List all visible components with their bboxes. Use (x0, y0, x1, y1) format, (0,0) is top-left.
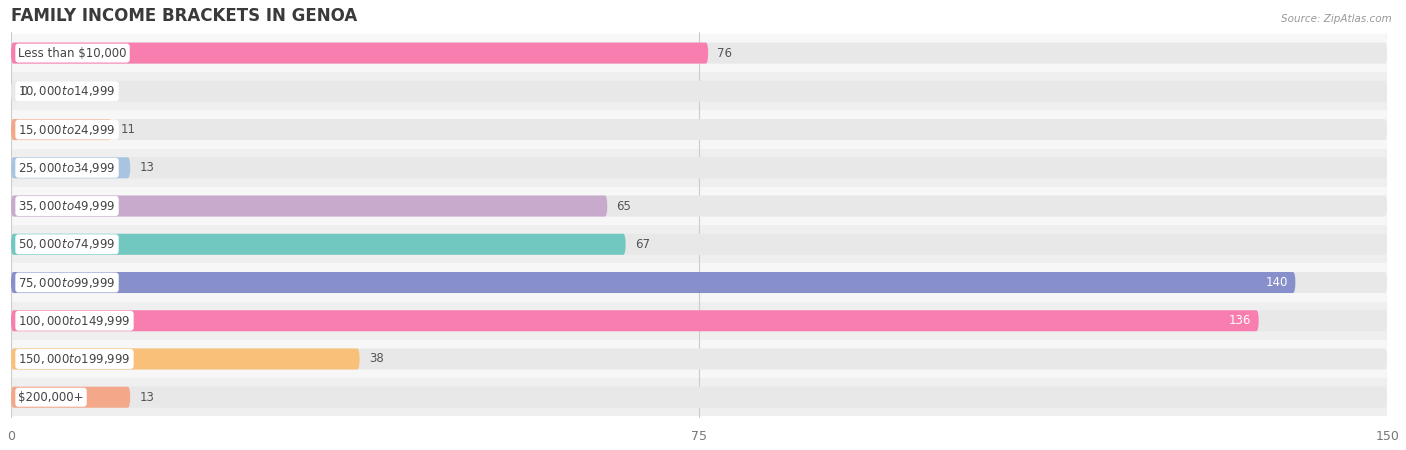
Text: 65: 65 (616, 199, 631, 212)
FancyBboxPatch shape (11, 263, 1388, 302)
Text: 76: 76 (717, 47, 733, 59)
FancyBboxPatch shape (11, 225, 1388, 263)
FancyBboxPatch shape (11, 158, 131, 178)
Text: $10,000 to $14,999: $10,000 to $14,999 (18, 84, 115, 98)
FancyBboxPatch shape (11, 187, 1388, 225)
FancyBboxPatch shape (11, 348, 1388, 369)
Text: 11: 11 (121, 123, 136, 136)
FancyBboxPatch shape (11, 43, 1388, 63)
FancyBboxPatch shape (11, 43, 709, 63)
FancyBboxPatch shape (11, 387, 1388, 408)
FancyBboxPatch shape (11, 272, 1295, 293)
FancyBboxPatch shape (11, 195, 1388, 216)
FancyBboxPatch shape (11, 195, 607, 216)
FancyBboxPatch shape (11, 302, 1388, 340)
FancyBboxPatch shape (11, 348, 360, 369)
FancyBboxPatch shape (11, 272, 1388, 293)
FancyBboxPatch shape (11, 158, 1388, 178)
Text: 38: 38 (368, 352, 384, 365)
FancyBboxPatch shape (11, 119, 1388, 140)
FancyBboxPatch shape (11, 81, 1388, 102)
Text: $200,000+: $200,000+ (18, 391, 84, 404)
Text: FAMILY INCOME BRACKETS IN GENOA: FAMILY INCOME BRACKETS IN GENOA (11, 7, 357, 25)
Text: Less than $10,000: Less than $10,000 (18, 47, 127, 59)
Text: $150,000 to $199,999: $150,000 to $199,999 (18, 352, 131, 366)
Text: $35,000 to $49,999: $35,000 to $49,999 (18, 199, 115, 213)
FancyBboxPatch shape (11, 234, 626, 255)
Text: 13: 13 (139, 161, 155, 174)
Text: 0: 0 (20, 85, 28, 98)
Text: Source: ZipAtlas.com: Source: ZipAtlas.com (1281, 14, 1392, 23)
Text: $25,000 to $34,999: $25,000 to $34,999 (18, 161, 115, 175)
Text: 136: 136 (1229, 314, 1251, 327)
FancyBboxPatch shape (11, 387, 131, 408)
FancyBboxPatch shape (11, 310, 1388, 331)
FancyBboxPatch shape (11, 119, 112, 140)
FancyBboxPatch shape (11, 72, 1388, 110)
Text: 13: 13 (139, 391, 155, 404)
Text: $15,000 to $24,999: $15,000 to $24,999 (18, 122, 115, 136)
Text: 140: 140 (1265, 276, 1288, 289)
FancyBboxPatch shape (11, 340, 1388, 378)
FancyBboxPatch shape (11, 34, 1388, 72)
Text: $75,000 to $99,999: $75,000 to $99,999 (18, 275, 115, 289)
Text: $50,000 to $74,999: $50,000 to $74,999 (18, 237, 115, 251)
FancyBboxPatch shape (11, 110, 1388, 148)
Text: $100,000 to $149,999: $100,000 to $149,999 (18, 314, 131, 328)
FancyBboxPatch shape (11, 148, 1388, 187)
FancyBboxPatch shape (11, 310, 1258, 331)
FancyBboxPatch shape (11, 378, 1388, 416)
FancyBboxPatch shape (11, 234, 1388, 255)
Text: 67: 67 (636, 238, 650, 251)
